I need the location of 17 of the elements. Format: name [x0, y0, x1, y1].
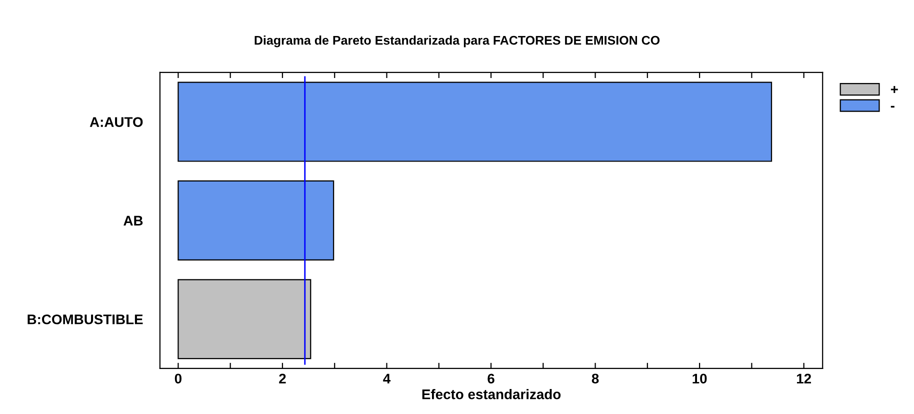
x-tick-label: 2: [279, 374, 286, 384]
bar: [178, 279, 312, 360]
x-axis-title: Efecto estandarizado: [422, 389, 561, 400]
chart-title: Diagrama de Pareto Estandarizada para FACTORES DE EMISION CO: [254, 36, 660, 48]
bar: [178, 180, 334, 260]
x-tick-label: 0: [174, 374, 182, 384]
legend-label: -: [890, 106, 894, 108]
y-tick-label: AB: [124, 216, 143, 226]
x-tick-label: 12: [796, 374, 811, 384]
x-tick-label: 10: [692, 374, 707, 384]
y-tick-label: B:COMBUSTIBLE: [28, 314, 143, 324]
bar: [178, 82, 772, 162]
x-tick-label: 6: [488, 374, 494, 384]
y-tick-label: A:AUTO: [90, 117, 143, 127]
x-tick-label: 8: [592, 374, 599, 384]
legend-label: +: [890, 86, 898, 94]
x-tick-label: 4: [383, 374, 391, 384]
